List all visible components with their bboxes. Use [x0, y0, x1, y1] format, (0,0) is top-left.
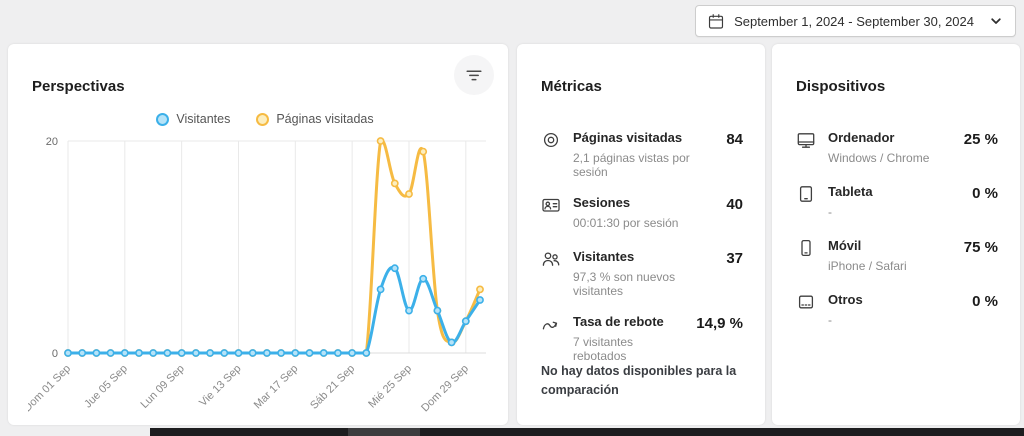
filter-icon [465, 68, 483, 83]
metric-value: 37 [726, 249, 743, 267]
legend-item[interactable]: Visitantes [156, 112, 230, 126]
metric-sub: 97,3 % son nuevos visitantes [573, 269, 676, 298]
metric-label: Otros [828, 292, 863, 307]
comparison-note: No hay datos disponibles para la compara… [541, 363, 737, 398]
tablet-icon [796, 184, 816, 204]
chevron-down-icon [989, 14, 1003, 28]
metric-sub: iPhone / Safari [828, 258, 907, 273]
visitantes-line [66, 265, 482, 355]
metric-row: Sesiones 00:01:30 por sesión 40 [541, 195, 743, 233]
metric-label: Visitantes [573, 248, 635, 264]
device-row: Móvil iPhone / Safari 75 % [796, 238, 998, 276]
metric-label: Tasa de rebote [573, 313, 664, 329]
panel-title-metricas: Métricas [541, 78, 602, 96]
filter-button[interactable] [454, 55, 494, 95]
eye-icon [541, 130, 561, 150]
devices-list: Ordenador Windows / Chrome 25 % Tableta - 0 %… [796, 130, 998, 330]
metric-value: 25 % [963, 131, 998, 148]
p-ginas-visitadas-line [66, 139, 482, 355]
device-row: Otros - 0 % [796, 292, 998, 330]
metric-value: 75 % [963, 239, 998, 256]
mobile-icon [796, 238, 816, 258]
metric-sub: - [828, 312, 832, 327]
svg-text:0: 0 [52, 348, 58, 360]
calendar-icon [707, 12, 725, 31]
metric-sub: - [828, 204, 832, 219]
perspectivas-panel: Perspectivas Visitantes Páginas visitadas… [8, 44, 508, 425]
metricas-panel: Métricas Páginas visitadas 2,1 páginas vi… [517, 44, 765, 425]
device-row: Ordenador Windows / Chrome 25 % [796, 130, 998, 168]
metric-label: Sesiones [573, 194, 631, 210]
svg-text:Mar 17 Sep: Mar 17 Sep [252, 363, 301, 412]
svg-text:Lun 09 Sep: Lun 09 Sep [138, 363, 186, 411]
chart-legend: Visitantes Páginas visitadas [32, 112, 498, 126]
metric-label: Móvil [828, 238, 862, 253]
svg-text:20: 20 [46, 136, 58, 148]
bottom-taskbar-edge [150, 428, 1024, 436]
metric-label: Páginas visitadas [573, 130, 683, 145]
metric-value: 14,9 % [696, 314, 743, 332]
legend-swatch [256, 112, 270, 126]
legend-label: Visitantes [176, 112, 231, 126]
metric-sub: 00:01:30 por sesión [573, 215, 679, 230]
dispositivos-panel: Dispositivos Ordenador Windows / Chrome 25… [772, 44, 1020, 425]
metrics-list: Páginas visitadas 2,1 páginas vistas por … [541, 130, 743, 363]
svg-text:Dom 01 Sep: Dom 01 Sep [28, 363, 73, 415]
svg-text:Sáb 21 Sep: Sáb 21 Sep [308, 363, 357, 412]
svg-text:Dom 29 Sep: Dom 29 Sep [419, 363, 471, 415]
metric-sub: 2,1 páginas vistas por sesión [573, 150, 690, 179]
metric-sub: 7 visitantes rebotados [573, 334, 634, 363]
bounce-arrow-icon [541, 314, 561, 334]
legend-item[interactable]: Páginas visitadas [256, 112, 374, 126]
metric-row: Páginas visitadas 2,1 páginas vistas por … [541, 130, 743, 179]
date-range-label: September 1, 2024 - September 30, 2024 [734, 13, 974, 29]
legend-label: Páginas visitadas [276, 112, 374, 126]
panel-title-perspectivas: Perspectivas [32, 78, 125, 96]
desktop-icon [796, 130, 816, 150]
date-range-picker[interactable]: September 1, 2024 - September 30, 2024 [695, 5, 1016, 37]
metric-value: 0 % [972, 185, 998, 202]
metric-sub: Windows / Chrome [828, 150, 930, 165]
metric-row: Tasa de rebote 7 visitantes rebotados 14,9… [541, 314, 743, 363]
svg-text:Vie 13 Sep: Vie 13 Sep [197, 363, 243, 409]
insights-chart: 0 20 Dom 01 Sep Jue 05 Sep Lun 09 Sep Vie 13 … [28, 136, 486, 415]
metric-value: 40 [726, 195, 743, 213]
metric-value: 0 % [972, 293, 998, 310]
metric-row: Visitantes 97,3 % son nuevos visitantes 37 [541, 249, 743, 298]
metric-label: Tableta [828, 184, 873, 199]
people-icon [541, 249, 561, 269]
bottom-taskbar-segment [348, 428, 420, 436]
svg-text:Mié 25 Sep: Mié 25 Sep [366, 363, 414, 411]
device-row: Tableta - 0 % [796, 184, 998, 222]
svg-text:Jue 05 Sep: Jue 05 Sep [82, 363, 130, 411]
panel-title-dispositivos: Dispositivos [796, 78, 886, 96]
other-device-icon [796, 292, 816, 312]
metric-label: Ordenador [828, 130, 895, 145]
session-card-icon [541, 195, 561, 215]
legend-swatch [156, 112, 170, 126]
metric-value: 84 [726, 131, 743, 148]
